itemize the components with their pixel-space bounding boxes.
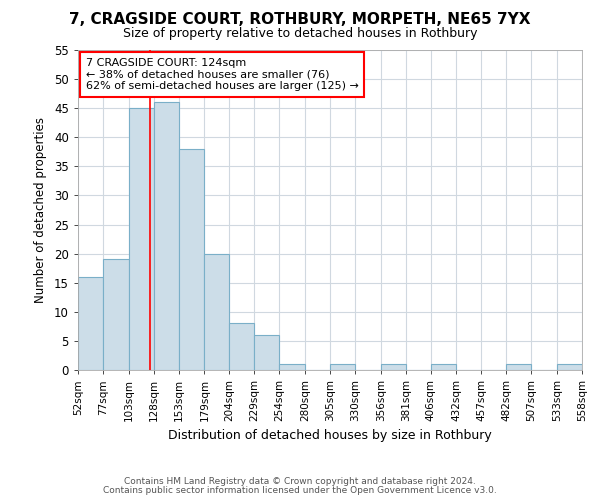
Y-axis label: Number of detached properties: Number of detached properties: [34, 117, 47, 303]
Bar: [557, 364, 582, 370]
Bar: [279, 364, 305, 370]
Bar: [381, 364, 406, 370]
Text: Contains HM Land Registry data © Crown copyright and database right 2024.: Contains HM Land Registry data © Crown c…: [124, 477, 476, 486]
Text: Contains public sector information licensed under the Open Government Licence v3: Contains public sector information licen…: [103, 486, 497, 495]
Text: 7, CRAGSIDE COURT, ROTHBURY, MORPETH, NE65 7YX: 7, CRAGSIDE COURT, ROTHBURY, MORPETH, NE…: [69, 12, 531, 28]
Bar: [229, 324, 254, 370]
Bar: [205, 254, 229, 370]
Bar: [154, 102, 179, 370]
Bar: [179, 149, 205, 370]
Bar: [78, 277, 103, 370]
Bar: [103, 260, 129, 370]
Text: 7 CRAGSIDE COURT: 124sqm
← 38% of detached houses are smaller (76)
62% of semi-d: 7 CRAGSIDE COURT: 124sqm ← 38% of detach…: [86, 58, 358, 91]
Text: Size of property relative to detached houses in Rothbury: Size of property relative to detached ho…: [123, 28, 477, 40]
Bar: [431, 364, 457, 370]
Bar: [254, 335, 279, 370]
Bar: [129, 108, 154, 370]
Bar: [330, 364, 355, 370]
X-axis label: Distribution of detached houses by size in Rothbury: Distribution of detached houses by size …: [168, 430, 492, 442]
Bar: [506, 364, 531, 370]
